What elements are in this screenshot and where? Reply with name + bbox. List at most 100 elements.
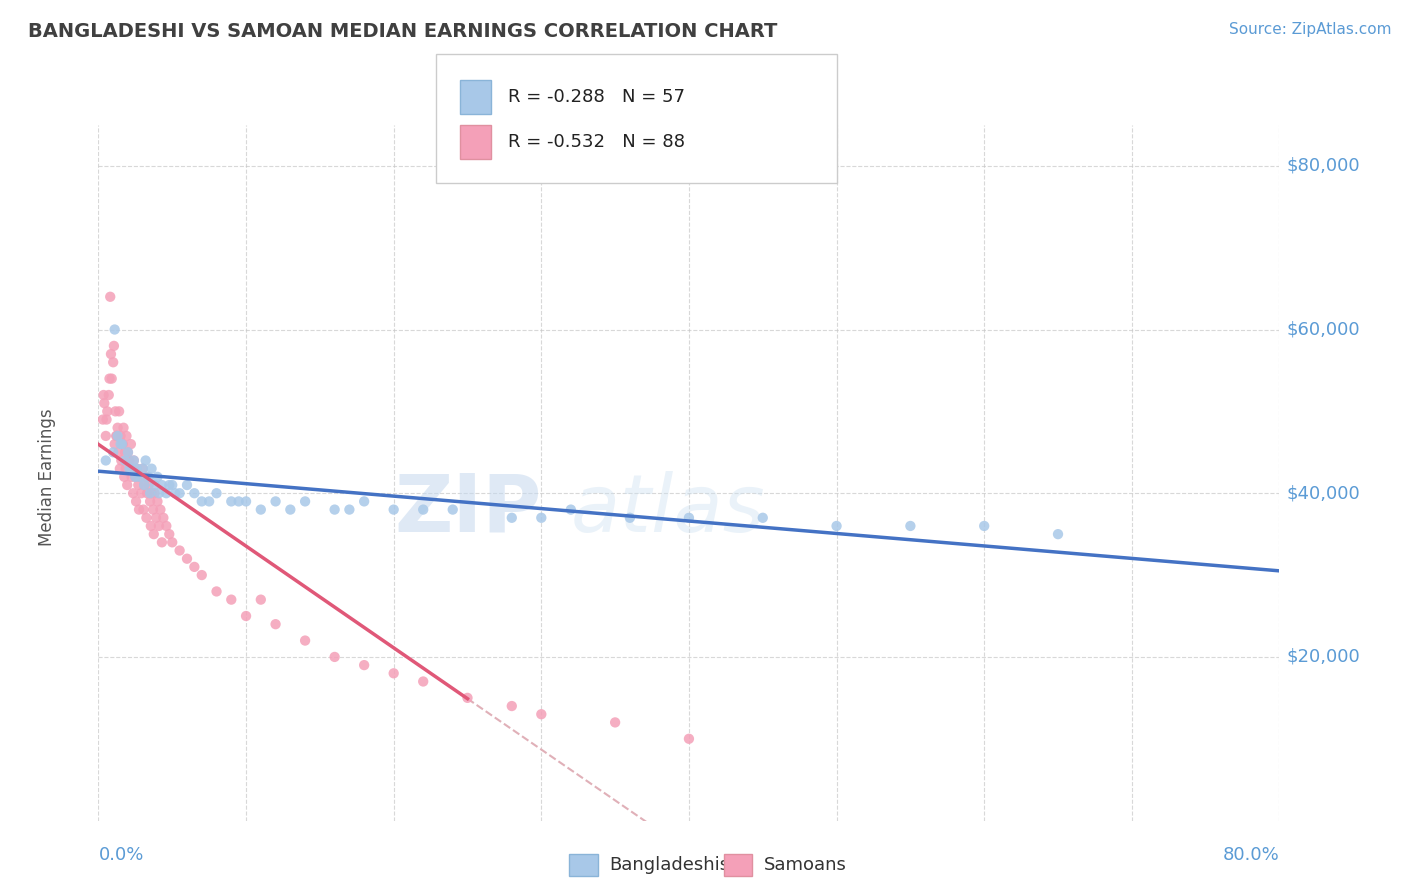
Point xyxy=(138,478,160,492)
Point xyxy=(93,396,115,410)
Point xyxy=(139,494,162,508)
Point xyxy=(115,429,138,443)
Point xyxy=(128,470,150,484)
Point xyxy=(353,658,375,673)
Point xyxy=(122,453,145,467)
Point xyxy=(94,453,117,467)
Point xyxy=(112,421,135,435)
Point xyxy=(141,486,163,500)
Point xyxy=(294,494,316,508)
Point xyxy=(353,494,375,508)
Point xyxy=(134,478,156,492)
Point xyxy=(110,453,132,467)
Point xyxy=(191,494,214,508)
Point xyxy=(169,543,191,558)
Point xyxy=(114,461,136,475)
Point xyxy=(900,519,922,533)
Text: 0.0%: 0.0% xyxy=(98,846,143,863)
Point xyxy=(294,633,316,648)
Point xyxy=(117,445,139,459)
Point xyxy=(100,347,122,361)
Point xyxy=(118,461,141,475)
Point xyxy=(264,617,287,632)
Point xyxy=(412,674,434,689)
Point xyxy=(125,494,148,508)
Point xyxy=(125,461,148,475)
Point xyxy=(605,715,627,730)
Point xyxy=(103,355,125,369)
Point xyxy=(250,502,273,516)
Point xyxy=(142,502,165,516)
Text: R = -0.532   N = 88: R = -0.532 N = 88 xyxy=(508,133,685,151)
Text: $40,000: $40,000 xyxy=(1286,484,1360,502)
Point xyxy=(146,494,169,508)
Point xyxy=(127,478,149,492)
Point xyxy=(157,478,180,492)
Point xyxy=(91,412,114,426)
Point xyxy=(135,453,157,467)
Point xyxy=(560,502,582,516)
Point xyxy=(121,470,143,484)
Point xyxy=(125,461,148,475)
Point xyxy=(150,535,173,549)
Point xyxy=(105,429,128,443)
Point xyxy=(143,486,166,500)
Point xyxy=(157,527,180,541)
Point xyxy=(501,510,523,524)
Point xyxy=(264,494,287,508)
Point xyxy=(143,478,166,492)
Point xyxy=(191,568,214,582)
Point xyxy=(183,486,205,500)
Point xyxy=(142,527,165,541)
Point xyxy=(114,453,136,467)
Text: $80,000: $80,000 xyxy=(1286,157,1360,175)
Point xyxy=(149,502,172,516)
Point xyxy=(619,510,641,524)
Point xyxy=(104,437,127,451)
Point xyxy=(165,486,187,500)
Point xyxy=(128,470,150,484)
Point xyxy=(97,388,120,402)
Point xyxy=(98,290,121,304)
Point xyxy=(107,421,129,435)
Point xyxy=(678,510,700,524)
Text: Samoans: Samoans xyxy=(763,855,846,874)
Point xyxy=(183,560,205,574)
Point xyxy=(141,461,163,475)
Point xyxy=(111,437,134,451)
Point xyxy=(120,461,142,475)
Point xyxy=(530,510,553,524)
Point xyxy=(115,478,138,492)
Point xyxy=(1046,527,1069,541)
Point xyxy=(228,494,250,508)
Point xyxy=(107,445,129,459)
Point xyxy=(112,470,135,484)
Point xyxy=(152,510,174,524)
Point xyxy=(136,486,159,500)
Point xyxy=(751,510,773,524)
Point xyxy=(132,461,155,475)
Point xyxy=(107,429,129,443)
Point xyxy=(104,322,127,336)
Point xyxy=(108,461,131,475)
Point xyxy=(94,429,117,443)
Point xyxy=(148,519,170,533)
Point xyxy=(155,519,177,533)
Point xyxy=(96,412,118,426)
Point xyxy=(205,486,228,500)
Point xyxy=(337,502,360,516)
Point xyxy=(124,470,146,484)
Point xyxy=(108,404,131,418)
Point xyxy=(134,478,156,492)
Point xyxy=(973,519,995,533)
Point xyxy=(98,371,121,385)
Point xyxy=(111,437,134,451)
Point xyxy=(382,502,405,516)
Point xyxy=(124,470,146,484)
Point xyxy=(441,502,464,516)
Point xyxy=(169,486,191,500)
Point xyxy=(122,453,145,467)
Point xyxy=(150,478,173,492)
Point xyxy=(176,551,198,566)
Point xyxy=(176,478,198,492)
